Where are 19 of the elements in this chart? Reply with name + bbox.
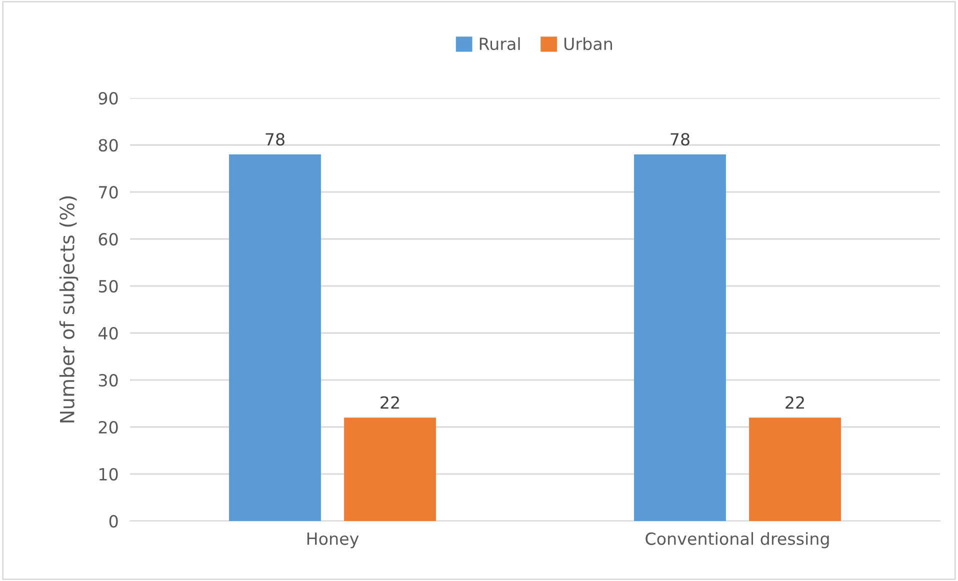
legend-label: Rural (480, 37, 520, 50)
y-tick-label: 0 (109, 514, 118, 528)
y-tick-label: 60 (98, 232, 118, 246)
data-label: 78 (266, 133, 284, 146)
y-tick-label: 50 (98, 280, 118, 293)
x-tick-label: Conventional dressing (646, 532, 829, 548)
y-axis-title: Number of subjects (%) (59, 196, 78, 422)
y-tick-label: 10 (100, 468, 118, 481)
data-label: 22 (786, 396, 804, 409)
data-label: 22 (380, 396, 399, 409)
y-tick-label: 70 (99, 186, 118, 199)
y-tick-label: 20 (98, 420, 118, 434)
y-tick-label: 80 (98, 138, 118, 152)
y-tick-label: 30 (98, 374, 118, 387)
y-tick-label: 40 (98, 326, 118, 340)
data-label: 78 (670, 133, 690, 146)
y-tick-label: 90 (98, 92, 118, 105)
legend-label: Urban (564, 37, 612, 50)
x-tick-label: Honey (307, 532, 359, 548)
